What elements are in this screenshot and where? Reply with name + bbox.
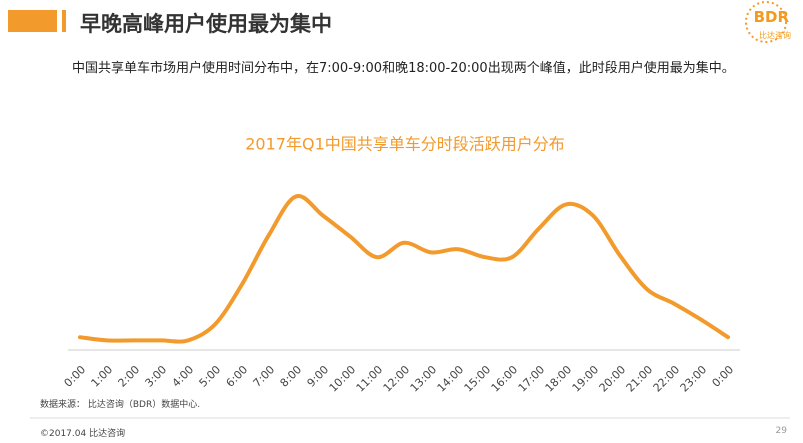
x-tick-label: 0:00 (62, 363, 89, 390)
header-bar (8, 10, 57, 32)
x-tick-label: 3:00 (143, 363, 170, 390)
x-tick-label: 10:00 (327, 363, 359, 395)
source: 数据来源： 比达咨询（BDR）数据中心. (40, 400, 201, 410)
page-number: 29 (775, 426, 787, 436)
data-line (78, 194, 730, 344)
x-tick-label: 23:00 (678, 363, 710, 395)
x-tick-label: 22:00 (651, 363, 683, 395)
logo: BDR (753, 8, 789, 26)
description: 中国共享单车市场用户使用时间分布中，在7:00-9:00和晚18:00-20:0… (72, 61, 735, 76)
header-bar-thin (62, 10, 66, 32)
x-tick-label: 5:00 (197, 363, 224, 390)
x-tick-label: 19:00 (570, 363, 602, 395)
x-tick-label: 17:00 (516, 363, 548, 395)
chart-title: 2017年Q1中国共享单车分时段活跃用户分布 (245, 135, 565, 154)
x-tick-label: 18:00 (543, 363, 575, 395)
logo-sub: 比达咨询 (759, 31, 791, 40)
x-tick-label: 4:00 (170, 363, 197, 390)
logo-ring (745, 1, 787, 43)
page-title: 早晚高峰用户使用最为集中 (80, 12, 332, 36)
x-tick-label: 6:00 (224, 363, 251, 390)
x-tick-label: 1:00 (89, 363, 116, 390)
x-tick-label: 12:00 (381, 363, 413, 395)
x-tick-label: 8:00 (278, 363, 305, 390)
x-tick-label: 21:00 (624, 363, 656, 395)
x-tick-label: 20:00 (597, 363, 629, 395)
x-tick-label: 2:00 (116, 363, 143, 390)
x-tick-label: 16:00 (489, 363, 521, 395)
x-tick-label: 14:00 (435, 363, 467, 395)
x-tick-label: 15:00 (462, 363, 494, 395)
footer: ©2017.04 比达咨询 (40, 429, 126, 439)
x-tick-label: 13:00 (408, 363, 440, 395)
x-tick-label: 0:00 (710, 363, 737, 390)
x-tick-label: 7:00 (251, 363, 278, 390)
x-tick-label: 11:00 (354, 363, 386, 395)
